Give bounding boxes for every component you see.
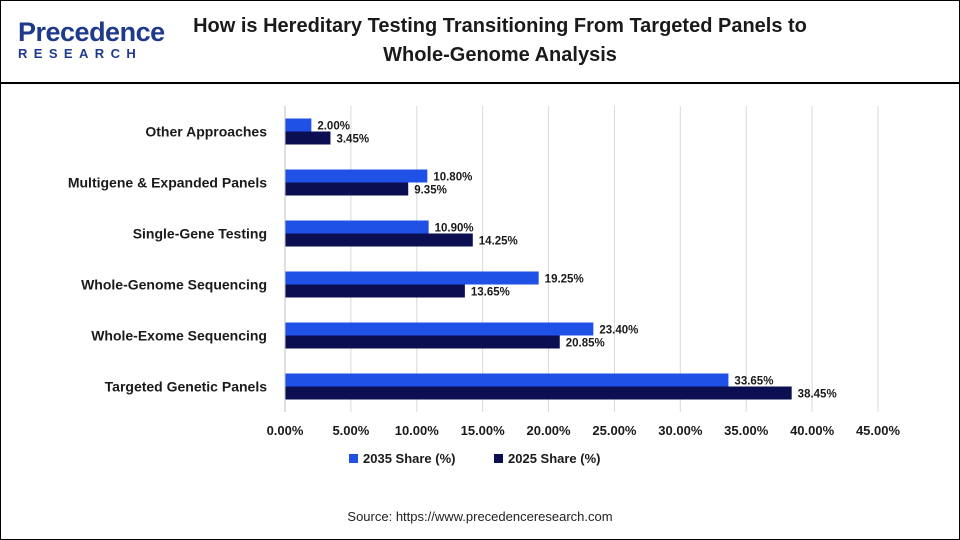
bar-2035 [285, 373, 729, 387]
bar-2025 [285, 131, 331, 145]
header: Precedence RESEARCH How is Hereditary Te… [0, 0, 960, 84]
x-tick-label: 45.00% [856, 423, 901, 438]
data-label: 10.90% [435, 223, 474, 235]
category-label: Other Approaches [145, 124, 267, 140]
bar-2025 [285, 233, 473, 247]
brand-logo: Precedence RESEARCH [18, 18, 168, 64]
x-tick-label: 0.00% [267, 423, 304, 438]
bar-2025 [285, 386, 792, 400]
category-label: Whole-Genome Sequencing [81, 277, 267, 293]
chart-title: How is Hereditary Testing Transitioning … [193, 15, 807, 66]
legend-item-2025: 2025 Share (%) [508, 451, 601, 466]
logo-secondary-text: RESEARCH [18, 46, 143, 61]
bar-2035 [285, 271, 539, 285]
bar-chart: 0.00% 5.00% 10.00% 15.00% 20.00% 25.00% 30.00%… [68, 106, 901, 466]
logo-primary-text: Precedence [18, 17, 165, 47]
legend-swatch [349, 454, 358, 463]
x-tick-label: 20.00% [527, 423, 572, 438]
x-tick-label: 35.00% [724, 423, 769, 438]
bar-2035 [285, 220, 429, 234]
x-tick-label: 10.00% [395, 423, 440, 438]
data-label: 9.35% [414, 185, 447, 197]
data-label: 38.45% [798, 389, 837, 401]
source-note: Source: https://www.precedenceresearch.c… [347, 509, 613, 524]
data-label: 2.00% [317, 121, 350, 133]
x-tick-label: 30.00% [658, 423, 703, 438]
data-label: 14.25% [479, 236, 518, 248]
data-label: 33.65% [734, 376, 773, 388]
x-tick-label: 40.00% [790, 423, 835, 438]
category-label: Single-Gene Testing [133, 226, 267, 242]
category-label: Whole-Exome Sequencing [91, 328, 267, 344]
bar-2025 [285, 335, 560, 349]
category-label: Multigene & Expanded Panels [68, 175, 267, 191]
bar-2025 [285, 284, 465, 298]
data-label: 13.65% [471, 287, 510, 299]
data-label: 3.45% [336, 134, 369, 146]
bar-2035 [285, 118, 312, 132]
x-tick-label: 15.00% [461, 423, 506, 438]
data-label: 10.80% [433, 172, 472, 184]
legend-swatch [494, 454, 503, 463]
legend-item-2035: 2035 Share (%) [363, 451, 456, 466]
bar-2035 [285, 322, 594, 336]
x-tick-label: 5.00% [332, 423, 369, 438]
x-tick-label: 25.00% [592, 423, 637, 438]
bar-2025 [285, 182, 409, 196]
data-label: 20.85% [566, 338, 605, 350]
data-label: 19.25% [545, 274, 584, 286]
bar-2035 [285, 169, 428, 183]
category-label: Targeted Genetic Panels [105, 379, 268, 395]
data-label: 23.40% [599, 325, 638, 337]
